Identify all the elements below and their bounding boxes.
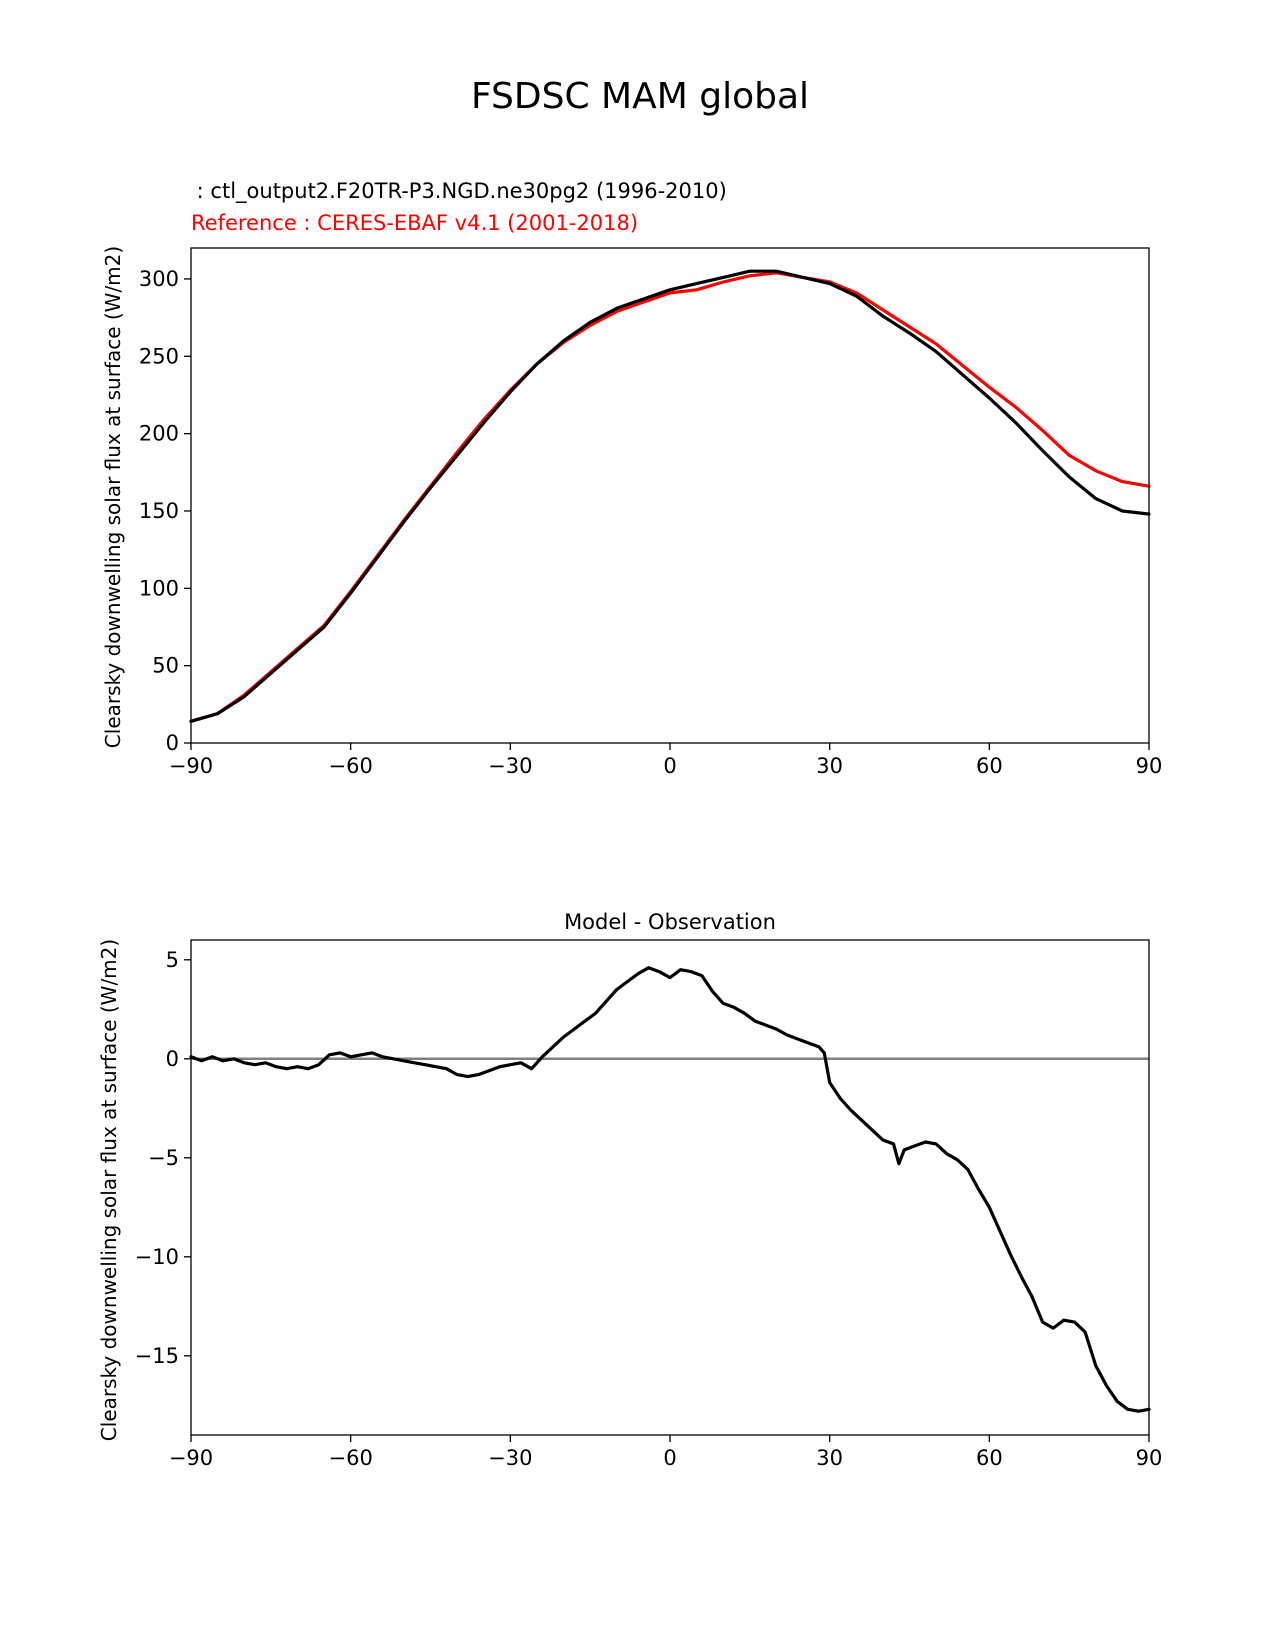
bottom-x-tick-label: 30 xyxy=(816,1446,843,1470)
bottom-y-ticks: 5 0 −5 −10 −15 xyxy=(135,948,191,1368)
top-x-tick-label: 60 xyxy=(976,754,1003,778)
top-y-tick-label: 200 xyxy=(139,422,179,446)
top-y-tick-label: 0 xyxy=(166,731,179,755)
bottom-y-axis-label: Clearsky downwelling solar flux at surfa… xyxy=(97,939,121,1441)
bottom-x-tick-label: −90 xyxy=(169,1446,213,1470)
top-series-line-1 xyxy=(189,269,1151,723)
bottom-panel: Model - Observation Clearsky downwelling… xyxy=(97,910,1162,1470)
top-y-tick-label: 150 xyxy=(139,499,179,523)
top-x-tick-label: 30 xyxy=(816,754,843,778)
bottom-y-tick-label: −15 xyxy=(135,1344,179,1368)
figure-title: FSDSC MAM global xyxy=(471,76,809,117)
top-panel: : ctl_output2.F20TR-P3.NGD.ne30pg2 (1996… xyxy=(101,179,1162,778)
bottom-y-tick-label: −5 xyxy=(148,1146,179,1170)
bottom-series xyxy=(189,966,1151,1413)
top-x-tick-label: −30 xyxy=(488,754,532,778)
test-dataset-label: : ctl_output2.F20TR-P3.NGD.ne30pg2 (1996… xyxy=(190,179,727,204)
top-y-tick-label: 100 xyxy=(139,576,179,600)
top-x-tick-label: 0 xyxy=(663,754,676,778)
bottom-panel-title: Model - Observation xyxy=(564,910,776,934)
bottom-x-ticks: −90 −60 −30 0 30 60 90 xyxy=(169,1435,1163,1470)
bottom-x-tick-label: 0 xyxy=(663,1446,676,1470)
bottom-x-tick-label: 60 xyxy=(976,1446,1003,1470)
top-y-tick-label: 50 xyxy=(152,654,179,678)
top-y-ticks: 0 50 100 150 200 250 300 xyxy=(139,267,191,755)
top-x-tick-label: −90 xyxy=(169,754,213,778)
bottom-series-line-0 xyxy=(189,966,1151,1413)
top-x-ticks: −90 −60 −30 0 30 60 90 xyxy=(169,743,1163,778)
bottom-y-tick-label: 0 xyxy=(166,1047,179,1071)
top-axes-frame xyxy=(190,247,1150,744)
top-y-tick-label: 300 xyxy=(139,267,179,291)
reference-dataset-label: Reference : CERES-EBAF v4.1 (2001-2018) xyxy=(191,211,638,235)
bottom-axes-frame xyxy=(190,939,1150,1436)
top-y-axis-label: Clearsky downwelling solar flux at surfa… xyxy=(101,246,125,748)
top-series xyxy=(189,269,1151,723)
bottom-x-tick-label: −60 xyxy=(329,1446,373,1470)
bottom-x-tick-label: −30 xyxy=(488,1446,532,1470)
top-y-tick-label: 250 xyxy=(139,344,179,368)
bottom-y-tick-label: 5 xyxy=(166,948,179,972)
top-x-tick-label: −60 xyxy=(329,754,373,778)
bottom-y-tick-label: −10 xyxy=(135,1245,179,1269)
bottom-x-tick-label: 90 xyxy=(1136,1446,1163,1470)
top-x-tick-label: 90 xyxy=(1136,754,1163,778)
